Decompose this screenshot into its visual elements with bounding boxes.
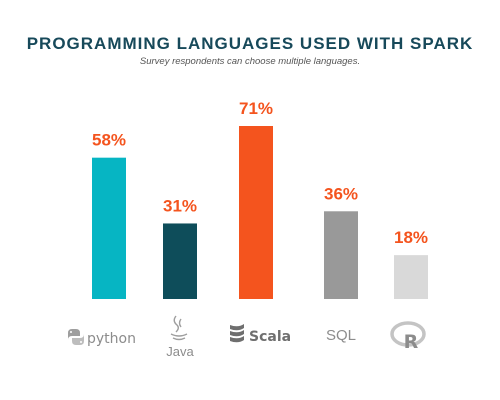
category-label-r: R: [404, 331, 419, 353]
category-sql: SQL: [326, 327, 356, 344]
bar-sql: [324, 211, 358, 299]
category-label-java: Java: [166, 344, 194, 359]
bar-r: [394, 255, 428, 299]
bar-group: [92, 126, 428, 299]
value-label-java: 31%: [163, 196, 197, 215]
bar-scala: [239, 126, 273, 299]
java-logo-icon: [170, 315, 188, 341]
chart-subtitle: Survey respondents can choose multiple l…: [139, 56, 361, 67]
category-java: Java: [166, 315, 194, 359]
value-label-group: 58% 31% 71% 36% 18%: [92, 99, 428, 247]
category-scala: Scala: [230, 324, 291, 345]
bar-java: [163, 223, 197, 299]
category-python: python: [68, 329, 136, 347]
category-r: R: [390, 321, 426, 353]
python-logo-icon: [68, 329, 84, 345]
value-label-r: 18%: [394, 228, 428, 247]
value-label-sql: 36%: [324, 184, 358, 203]
category-label-python: python: [87, 331, 136, 347]
category-label-scala: Scala: [249, 329, 291, 345]
category-label-sql: SQL: [326, 327, 356, 344]
chart-title: PROGRAMMING LANGUAGES USED WITH SPARK: [26, 34, 474, 53]
bar-python: [92, 157, 126, 299]
value-label-python: 58%: [92, 131, 126, 150]
r-logo-icon: [390, 321, 426, 347]
value-label-scala: 71%: [239, 99, 273, 118]
scala-logo-icon: [230, 324, 244, 343]
